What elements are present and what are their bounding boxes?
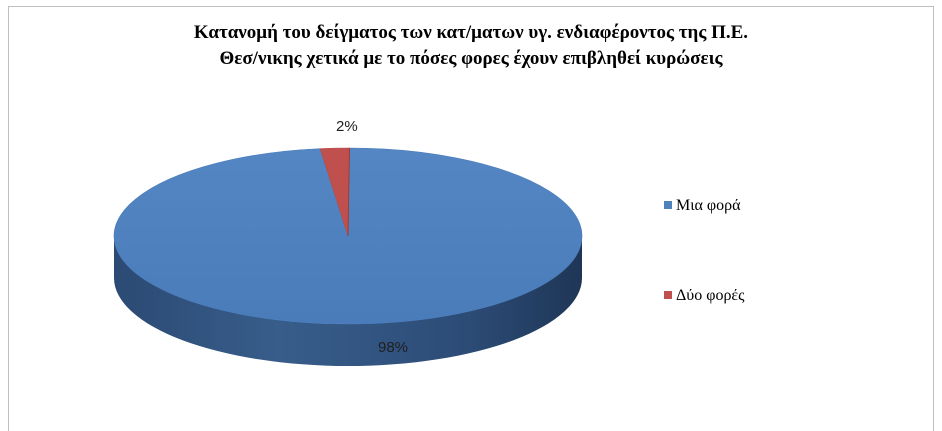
legend-label-2: Δύο φορές	[676, 287, 745, 304]
legend-label-1: Μια φορά	[676, 197, 741, 214]
chart-title-line-1: Κατανομή του δείγματος των κατ/ματων υγ.…	[193, 22, 749, 43]
pie-side-wall	[114, 236, 582, 366]
legend-item-2: Δύο φορές	[664, 286, 744, 306]
legend-swatch-1	[664, 201, 672, 209]
data-label-slice-1: 98%	[378, 339, 409, 356]
legend-swatch-2	[664, 291, 672, 299]
chart-title: Κατανομή του δείγματος των κατ/ματων υγ.…	[0, 20, 942, 72]
data-label-slice-2: 2%	[336, 118, 358, 135]
chart-title-line-2: Θεσ/νικης χετικά με το πόσες φορες έχουν…	[219, 48, 723, 69]
legend-item-1: Μια φορά	[664, 196, 741, 216]
pie-slice-2-edge	[347, 147, 350, 237]
